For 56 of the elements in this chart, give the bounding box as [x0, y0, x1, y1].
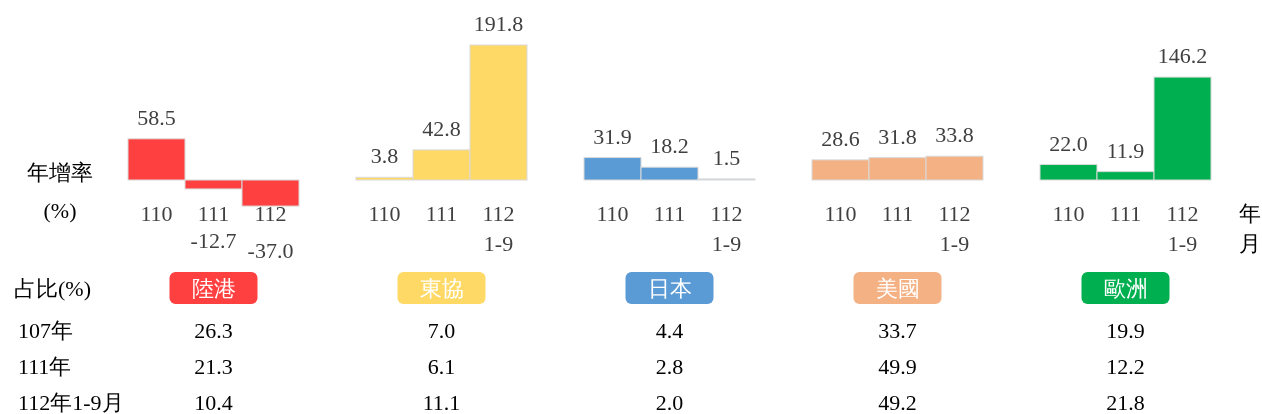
x-tick-label: 110: [596, 201, 629, 226]
x-tick-label: 112 1-9: [710, 201, 743, 256]
x-tick-label: 112 1-9: [482, 201, 515, 256]
category-label: 歐洲: [1103, 276, 1148, 301]
data-label: 33.8: [935, 122, 974, 148]
data-label: 22.0: [1049, 130, 1088, 156]
data-label: -12.7: [190, 228, 237, 253]
data-label: 19.9: [1106, 318, 1145, 343]
y-axis-title: 年增率 (%): [27, 160, 93, 223]
data-label: 3.8: [370, 143, 399, 169]
category-label: 東協: [419, 276, 464, 301]
data-label: 26.3: [194, 318, 233, 343]
text: 107年: [18, 318, 73, 343]
x-tick-label: 110: [368, 201, 401, 226]
data-label: 11.1: [422, 390, 461, 414]
data-label: 49.2: [878, 390, 917, 414]
x-tick-label: 111: [881, 201, 914, 226]
text: 占比(%): [14, 276, 91, 301]
data-label: 4.4: [655, 318, 684, 343]
data-label: 21.3: [194, 354, 233, 379]
data-label: 191.8: [473, 11, 524, 36]
x-tick-label: 112 1-9: [938, 201, 971, 256]
x-tick-label: 112 1-9: [1166, 201, 1199, 256]
data-label: 12.2: [1106, 354, 1145, 379]
text: 111年: [18, 354, 72, 379]
x-tick-label: 111: [197, 201, 230, 226]
x-tick-label: 110: [824, 201, 857, 226]
data-label: 1.5: [712, 144, 741, 170]
data-label: 42.8: [422, 115, 461, 141]
data-label: -37.0: [247, 238, 294, 263]
x-tick-label: 111: [1109, 201, 1142, 226]
x-tick-label: 110: [140, 201, 173, 226]
data-label: 18.2: [650, 133, 689, 159]
text: 112年1-9月: [18, 390, 124, 414]
data-label: 31.8: [878, 123, 917, 149]
x-tick-label: 112: [254, 201, 287, 226]
category-label: 美國: [875, 276, 920, 301]
data-label: 31.9: [593, 123, 632, 149]
data-label: 6.1: [427, 354, 456, 379]
data-label: 58.5: [137, 104, 176, 130]
x-tick-label: 110: [1052, 201, 1085, 226]
data-label: 7.0: [427, 318, 456, 343]
category-label: 陸港: [191, 276, 236, 301]
x-axis-title: 年月: [1239, 201, 1261, 256]
x-tick-label: 111: [653, 201, 686, 226]
data-label: 28.6: [821, 125, 860, 151]
x-tick-label: 111: [425, 201, 458, 226]
data-label: 10.4: [194, 390, 233, 414]
data-label: 146.2: [1157, 43, 1208, 69]
data-label: 2.0: [655, 390, 684, 414]
category-label: 日本: [647, 276, 692, 301]
data-label: 2.8: [655, 354, 684, 379]
data-label: 21.8: [1106, 390, 1145, 414]
data-label: 11.9: [1106, 137, 1145, 163]
data-label: 49.9: [878, 354, 917, 379]
data-label: 33.7: [878, 318, 917, 343]
